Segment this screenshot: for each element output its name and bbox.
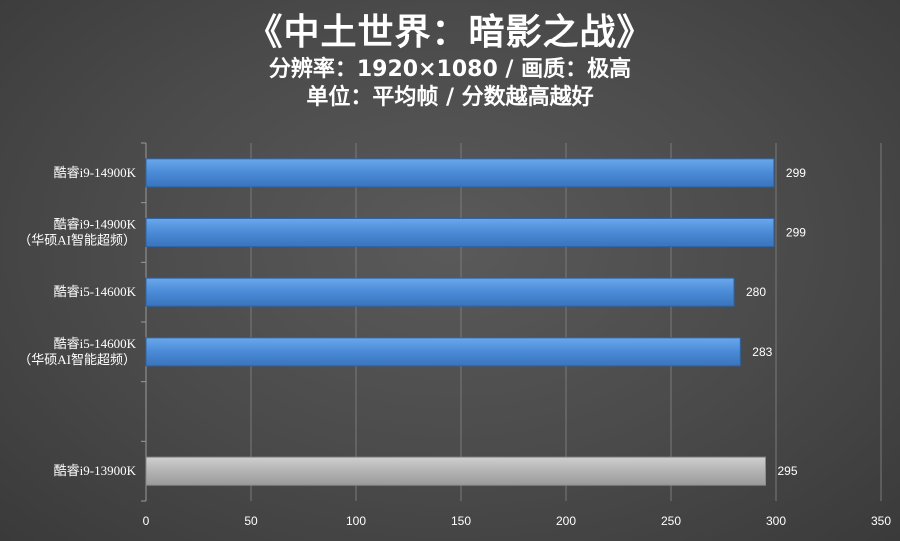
x-tick-label: 0 xyxy=(143,514,150,528)
x-tick-label: 50 xyxy=(244,514,258,528)
category-label: 酷睿i5-14600K xyxy=(54,336,137,351)
bar xyxy=(145,337,741,367)
x-tick-label: 200 xyxy=(556,514,576,528)
data-label: 299 xyxy=(786,166,806,180)
category-label: 酷睿i9-14900K xyxy=(54,165,137,180)
chart-titles: 《中土世界：暗影之战》 分辨率：1920×1080 / 画质：极高 单位：平均帧… xyxy=(0,0,900,112)
bar xyxy=(145,456,766,486)
x-tick-label: 350 xyxy=(871,514,891,528)
x-tick-label: 100 xyxy=(346,514,366,528)
category-label: 酷睿i9-13900K xyxy=(54,463,137,478)
bar xyxy=(145,277,735,307)
x-tick-label: 250 xyxy=(661,514,681,528)
category-label: 酷睿i9-14900K xyxy=(54,217,137,232)
category-label: （华硕AI智能超频） xyxy=(18,233,136,248)
x-tick-label: 300 xyxy=(766,514,786,528)
data-label: 299 xyxy=(786,226,806,240)
data-label: 283 xyxy=(752,345,772,359)
category-label: （华硕AI智能超频） xyxy=(18,352,136,367)
chart-title: 《中土世界：暗影之战》 xyxy=(246,12,654,53)
category-label: 酷睿i5-14600K xyxy=(54,284,137,299)
data-label: 280 xyxy=(746,285,766,299)
bar xyxy=(145,218,775,247)
data-label: 295 xyxy=(778,464,798,478)
bar xyxy=(145,158,775,188)
chart-subtitle-unit: 单位：平均帧 / 分数越高越好 xyxy=(306,85,594,110)
chart-subtitle-resolution: 分辨率：1920×1080 / 画质：极高 xyxy=(268,57,632,82)
x-tick-label: 150 xyxy=(451,514,471,528)
